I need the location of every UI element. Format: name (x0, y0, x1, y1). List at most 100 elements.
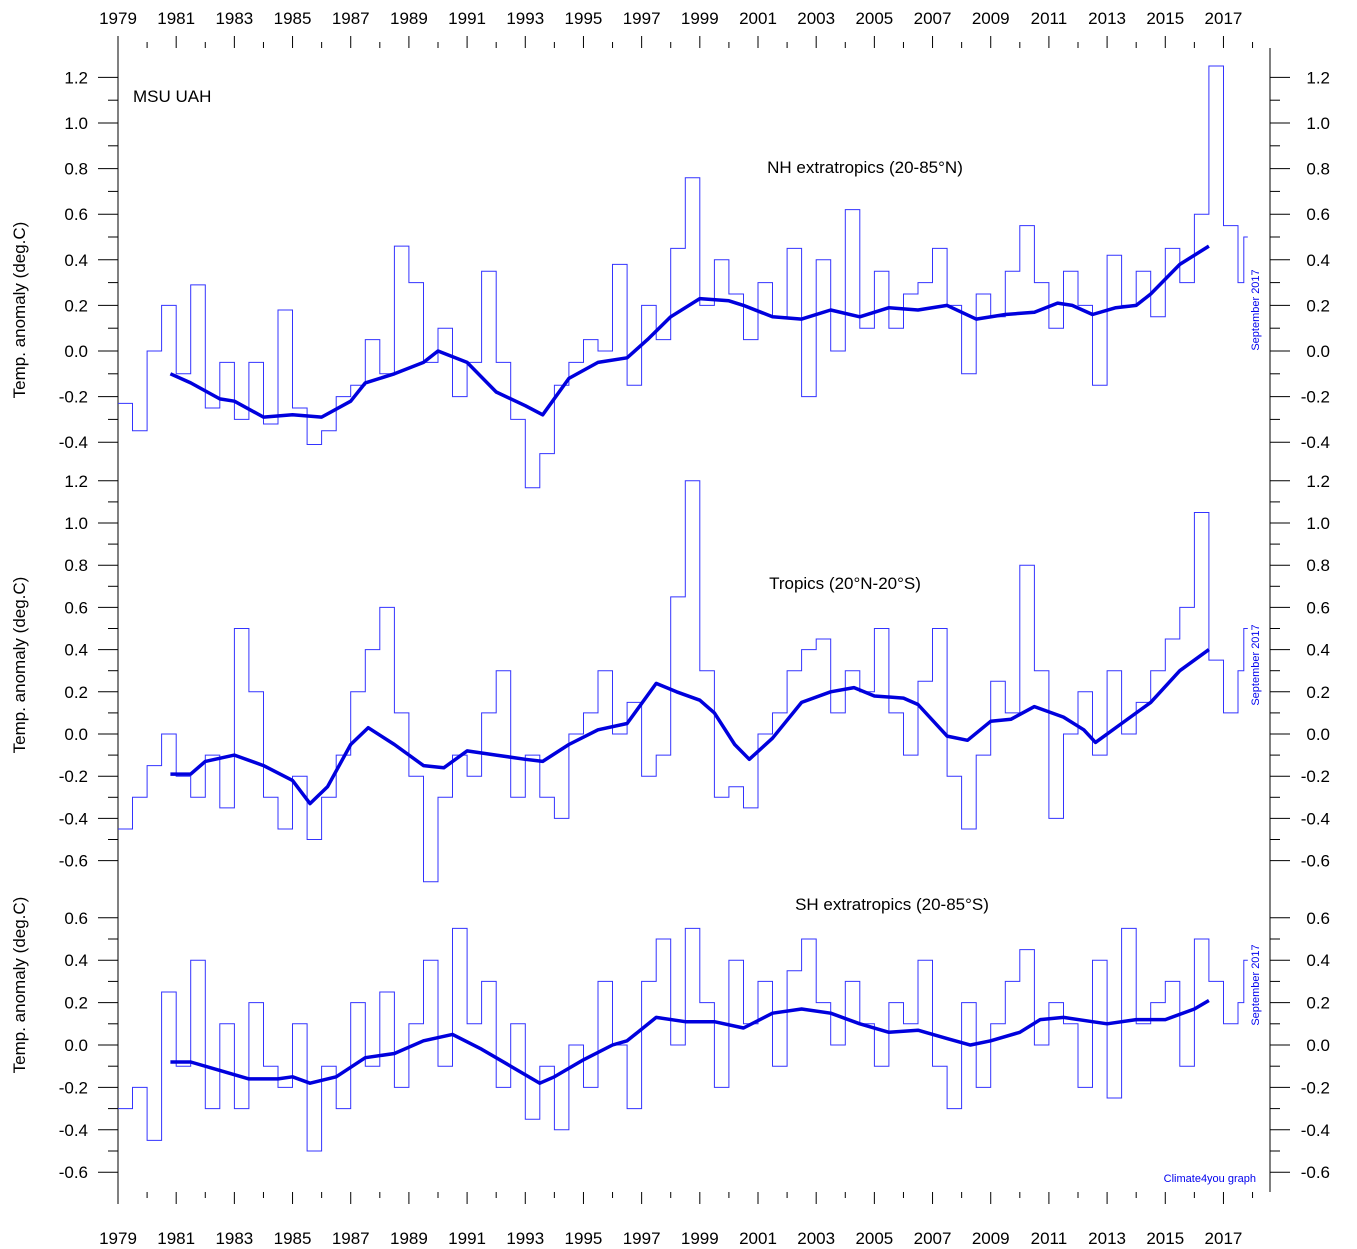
running-mean-line (170, 998, 1210, 1085)
x-tick-label-bottom: 2013 (1088, 1229, 1126, 1248)
y-tick-label-left: 0.4 (64, 951, 88, 970)
y-tick-label-right: 0.4 (1306, 251, 1330, 270)
x-tick-label-bottom: 2015 (1146, 1229, 1184, 1248)
x-tick-label-bottom: 1997 (623, 1229, 661, 1248)
x-tick-label-bottom: 1983 (215, 1229, 253, 1248)
x-tick-label-bottom: 1995 (565, 1229, 603, 1248)
y-tick-label-right: 0.6 (1306, 598, 1330, 617)
y-tick-label-left: 0.0 (64, 725, 88, 744)
y-tick-label-left: -0.4 (59, 1121, 88, 1140)
bottom-year-axis: 1979 1981 1983 1985 1987 1989 1991 1993 1995 1997… (99, 1192, 1254, 1248)
y-tick-label-right: -0.2 (1301, 1078, 1330, 1097)
y-axis-title: Temp. anomaly (deg.C) (10, 897, 29, 1074)
y-tick-label-left: -0.6 (59, 1163, 88, 1182)
x-tick-label-top: 1991 (448, 9, 486, 28)
x-tick-label-top: 1999 (681, 9, 719, 28)
y-tick-label-left: 0.2 (64, 683, 88, 702)
x-tick-label-bottom: 2011 (1031, 1229, 1068, 1248)
x-tick-label-top: 2011 (1031, 9, 1068, 28)
y-tick-label-left: 1.0 (64, 514, 88, 533)
y-tick-label-left: 0.6 (64, 598, 88, 617)
x-tick-label-bottom: 1985 (274, 1229, 312, 1248)
y-tick-label-left: 0.4 (64, 251, 88, 270)
running-mean-line (169, 244, 1210, 419)
x-tick-label-bottom: 1999 (681, 1229, 719, 1248)
y-tick-label-right: -0.6 (1301, 1163, 1330, 1182)
y-tick-label-right: 1.2 (1306, 68, 1330, 87)
y-tick-label-left: 0.0 (64, 1036, 88, 1055)
monthly-series-line (118, 480, 1248, 883)
y-tick-label-right: 1.2 (1306, 472, 1330, 491)
y-tick-label-right: 0.2 (1306, 683, 1330, 702)
y-tick-label-right: 0.0 (1306, 1036, 1330, 1055)
y-tick-label-right: 0.2 (1306, 296, 1330, 315)
y-tick-label-left: 0.8 (64, 160, 88, 179)
y-tick-label-right: -0.4 (1301, 433, 1330, 452)
panels: -0.4 -0.4 -0.2 -0.2 0.0 0.0 0.2 0.2 0.4 0.4 0.6 0.6… (10, 65, 1330, 1182)
panel-title: NH extratropics (20-85°N) (767, 158, 963, 177)
y-tick-label-left: -0.6 (59, 852, 88, 871)
y-tick-label-left: 1.2 (64, 472, 88, 491)
top-year-axis: 1979 1981 1983 1985 1987 1989 1991 1993 1995 1997… (99, 9, 1254, 48)
x-tick-label-bottom: 2009 (972, 1229, 1010, 1248)
y-tick-label-left: 0.6 (64, 205, 88, 224)
x-tick-label-top: 1997 (623, 9, 661, 28)
monthly-series-line (118, 65, 1248, 489)
x-tick-label-bottom: 1991 (448, 1229, 486, 1248)
x-tick-label-top: 1983 (215, 9, 253, 28)
y-tick-label-right: -0.2 (1301, 388, 1330, 407)
x-tick-label-top: 1995 (565, 9, 603, 28)
x-tick-label-bottom: 2005 (855, 1229, 893, 1248)
y-tick-label-right: 0.6 (1306, 205, 1330, 224)
x-tick-label-top: 1989 (390, 9, 428, 28)
x-tick-label-bottom: 2003 (797, 1229, 835, 1248)
y-tick-label-left: 0.6 (64, 909, 88, 928)
x-tick-label-top: 2007 (914, 9, 952, 28)
credit-label: Climate4you graph (1164, 1173, 1256, 1185)
y-tick-label-left: 0.8 (64, 556, 88, 575)
x-tick-label-bottom: 2001 (739, 1229, 777, 1248)
x-tick-label-top: 1987 (332, 9, 370, 28)
y-tick-label-left: 0.0 (64, 342, 88, 361)
panel-title: SH extratropics (20-85°S) (795, 895, 989, 914)
y-tick-label-right: -0.6 (1301, 852, 1330, 871)
y-axis-title: Temp. anomaly (deg.C) (10, 222, 29, 399)
monthly-series-line (118, 927, 1248, 1152)
y-tick-label-left: 0.2 (64, 296, 88, 315)
x-tick-label-top: 2009 (972, 9, 1010, 28)
panel-2: -0.6 -0.6 -0.4 -0.4 -0.2 -0.2 0.0 0.0 0.2 0.2 0.4 0… (10, 472, 1330, 883)
y-tick-label-left: -0.2 (59, 1078, 88, 1097)
x-tick-label-bottom: 1993 (506, 1229, 544, 1248)
x-tick-label-top: 2005 (855, 9, 893, 28)
end-date-label: September 2017 (1250, 624, 1262, 705)
x-tick-label-top: 2001 (739, 9, 777, 28)
x-tick-label-bottom: 2007 (914, 1229, 952, 1248)
x-tick-label-bottom: 2017 (1205, 1229, 1243, 1248)
panel-1: -0.4 -0.4 -0.2 -0.2 0.0 0.0 0.2 0.2 0.4 0.4 0.6 0.6… (10, 65, 1330, 489)
x-tick-label-top: 1979 (99, 9, 137, 28)
y-tick-label-right: 0.0 (1306, 725, 1330, 744)
y-tick-label-left: 1.2 (64, 68, 88, 87)
y-tick-label-left: -0.4 (59, 433, 88, 452)
y-tick-label-right: 1.0 (1306, 114, 1330, 133)
y-tick-label-right: 0.6 (1306, 909, 1330, 928)
x-tick-label-bottom: 1987 (332, 1229, 370, 1248)
end-date-label: September 2017 (1250, 944, 1262, 1025)
plot-frame (117, 48, 1271, 1192)
y-tick-label-right: 1.0 (1306, 514, 1330, 533)
y-tick-label-left: -0.2 (59, 767, 88, 786)
running-mean-line (170, 648, 1210, 806)
x-tick-label-top: 2013 (1088, 9, 1126, 28)
panel-3: -0.6 -0.6 -0.4 -0.4 -0.2 -0.2 0.0 0.0 0.2 0.2 0.4 0… (10, 895, 1330, 1182)
y-tick-label-left: 0.2 (64, 994, 88, 1013)
y-tick-label-left: 1.0 (64, 114, 88, 133)
x-tick-label-top: 1993 (506, 9, 544, 28)
y-tick-label-left: -0.2 (59, 388, 88, 407)
y-tick-label-right: 0.8 (1306, 160, 1330, 179)
y-tick-label-right: -0.2 (1301, 767, 1330, 786)
y-axis-title: Temp. anomaly (deg.C) (10, 577, 29, 754)
panel-title: Tropics (20°N-20°S) (769, 574, 921, 593)
y-tick-label-right: 0.4 (1306, 951, 1330, 970)
x-tick-label-top: 2003 (797, 9, 835, 28)
